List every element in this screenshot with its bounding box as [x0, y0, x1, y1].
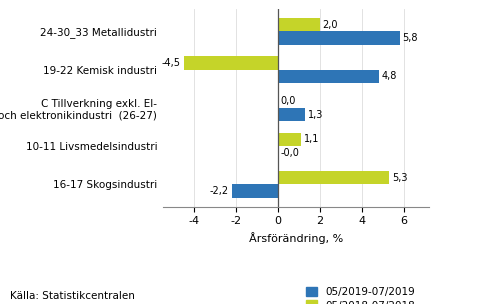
- Text: 0,0: 0,0: [281, 96, 296, 106]
- Bar: [278, 171, 389, 184]
- Bar: [278, 133, 301, 146]
- Text: 4,8: 4,8: [381, 71, 397, 81]
- Text: -4,5: -4,5: [162, 58, 181, 68]
- X-axis label: Årsförändring, %: Årsförändring, %: [248, 232, 343, 244]
- Bar: [278, 32, 399, 45]
- Bar: [184, 56, 278, 70]
- Bar: [278, 18, 320, 32]
- Text: 1,1: 1,1: [304, 134, 319, 144]
- Text: Källa: Statistikcentralen: Källa: Statistikcentralen: [10, 291, 135, 301]
- Text: -0,0: -0,0: [281, 148, 300, 158]
- Bar: [278, 70, 379, 83]
- Text: 5,8: 5,8: [402, 33, 418, 43]
- Legend: 05/2019-07/2019, 05/2018-07/2018: 05/2019-07/2019, 05/2018-07/2018: [306, 287, 415, 304]
- Text: 1,3: 1,3: [308, 110, 323, 119]
- Text: 5,3: 5,3: [392, 173, 407, 183]
- Text: -2,2: -2,2: [210, 186, 229, 196]
- Bar: [232, 184, 278, 198]
- Text: 2,0: 2,0: [322, 20, 338, 30]
- Bar: [278, 108, 305, 121]
